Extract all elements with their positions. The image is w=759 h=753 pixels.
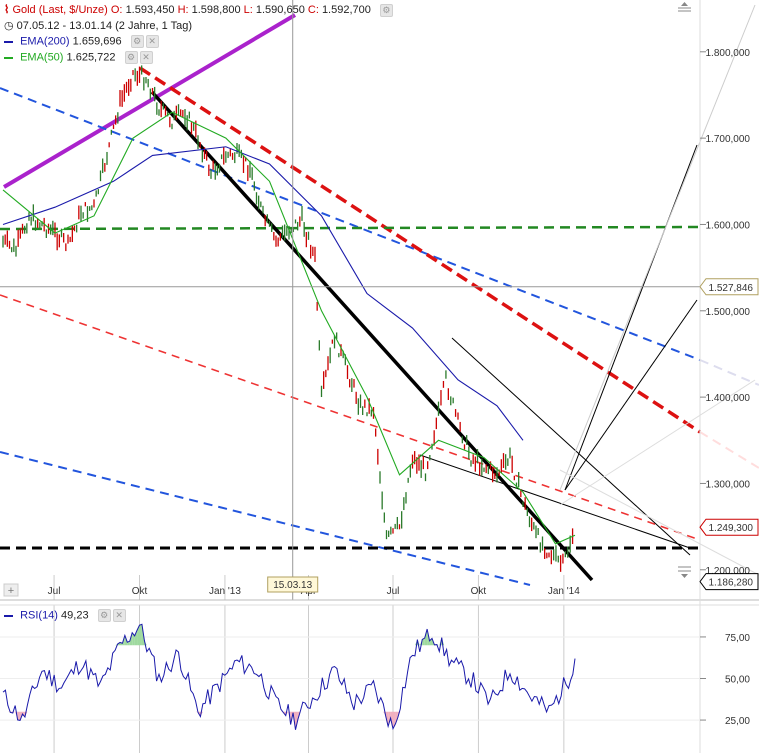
rsi-overbought-fill	[429, 638, 432, 646]
grid	[53, 575, 565, 753]
blue-lower-channel	[0, 451, 531, 586]
scale-widget-bottom[interactable]	[678, 566, 691, 578]
price-tag-box	[699, 573, 759, 591]
legend-period: ◷ 07.05.12 - 13.01.14 (2 Jahre, 1 Tag)	[4, 19, 192, 32]
rsi-oversold-fill	[17, 711, 21, 721]
fan-line-4	[559, 379, 756, 506]
rsi-overbought-fill	[139, 624, 142, 646]
ema50-line	[2, 111, 576, 545]
series-layer	[2, 65, 576, 572]
y-tick-label: 1.300,000	[706, 479, 751, 490]
price-axis: 1.800,000 1.700,000 1.600,000 1.500,000 1.40…	[700, 48, 750, 577]
rsi-overbought-fill	[137, 625, 140, 646]
x-tick-label: Jan '14	[548, 586, 580, 597]
y-tick-label: 1.400,000	[706, 393, 751, 404]
add-panel-icon[interactable]: +	[3, 583, 19, 597]
rsi-y-tick-label: 50,00	[725, 675, 750, 686]
crosshair-date-label: 15.03.13	[273, 580, 312, 591]
price-tag-box	[699, 518, 759, 536]
y-tick-label: 1.800,000	[706, 48, 751, 59]
y-tick-label: 1.600,000	[706, 220, 751, 231]
price-tag-box	[699, 278, 759, 296]
ohlc-high-label: H:	[177, 4, 189, 16]
ohlc-close-label: C:	[307, 4, 319, 16]
blue-upper-channel	[0, 87, 701, 361]
legend-ema50: EMA(50) 1.625,722 ⚙ ✕	[4, 51, 155, 64]
ohlc-high: 1.598,800	[191, 4, 241, 16]
x-tick-label: Okt	[132, 586, 148, 597]
clock-icon: ◷	[4, 20, 14, 32]
settings-icon[interactable]: ⚙	[379, 3, 393, 17]
green-support-line	[0, 225, 701, 231]
ema50-close-icon[interactable]: ✕	[139, 51, 153, 64]
ema200-swatch	[4, 40, 13, 43]
price-tag-label: 1.249,300	[709, 523, 754, 534]
price-tag-label: 1.527,846	[709, 283, 754, 294]
crosshair-date-box	[267, 576, 319, 593]
scale-widget-top[interactable]	[676, 2, 693, 15]
rsi-oversold-fill	[195, 711, 198, 713]
x-tick-label: Jul	[387, 586, 400, 597]
y-tick-label: 1.200,000	[706, 566, 751, 577]
blue-upper-faded	[699, 359, 759, 386]
x-tick-label: Jul	[48, 586, 61, 597]
ema200-settings-icon[interactable]: ⚙	[130, 35, 144, 48]
rsi-y-tick-label: 25,00	[725, 716, 750, 727]
y-tick-label: 1.700,000	[706, 134, 751, 145]
legend-ema200-value: 1.659,696	[72, 35, 122, 48]
price-tags: 1.527,846 1.249,300 1.186,280 15.03.13	[267, 278, 759, 593]
rsi-pane	[0, 623, 700, 731]
legend-rsi-value: 49,23	[61, 609, 89, 622]
x-tick-label: Jan '13	[209, 586, 241, 597]
ema50-settings-icon[interactable]: ⚙	[124, 51, 138, 64]
ohlc-close: 1.592,700	[321, 4, 371, 16]
ohlc-open: 1.593,450	[125, 4, 175, 16]
fan-line-1	[564, 144, 698, 491]
y-tick-label: 1.500,000	[706, 307, 751, 318]
svg-text:+: +	[8, 585, 14, 597]
rsi-close-icon[interactable]: ✕	[112, 609, 126, 622]
legend-ema50-name: EMA(50)	[20, 51, 64, 64]
ema50-swatch	[4, 56, 13, 59]
legend-ema200: EMA(200) 1.659,696 ⚙ ✕	[4, 35, 161, 48]
gold-icon: ⌇	[4, 4, 10, 16]
rsi-line	[2, 623, 576, 731]
rsi-swatch	[4, 614, 13, 617]
rsi-overbought-fill	[422, 638, 425, 646]
rsi-y-tick-label: 75,00	[725, 633, 750, 644]
fan-line-5	[559, 469, 759, 576]
legend-gold-title: Gold (Last, $/Unze)	[12, 4, 108, 16]
thin-wedge-lower	[419, 454, 691, 549]
rsi-axis: 75,00 50,00 25,00	[700, 633, 750, 727]
ema200-close-icon[interactable]: ✕	[145, 35, 159, 48]
red-thick-faded	[699, 431, 759, 469]
purple-trendline	[2, 13, 297, 189]
trendlines	[0, 4, 759, 586]
ohlc-low-label: L:	[243, 4, 253, 16]
price-tag-label: 1.186,280	[709, 578, 754, 589]
rsi-settings-icon[interactable]: ⚙	[97, 609, 111, 622]
ohlc-low: 1.590,650	[255, 4, 305, 16]
rsi-overbought-fill	[134, 630, 138, 646]
legend-rsi: RSI(14) 49,23 ⚙ ✕	[4, 609, 128, 622]
ema200-line	[2, 146, 524, 441]
legend-ema200-name: EMA(200)	[20, 35, 70, 48]
x-tick-label: Okt	[471, 586, 487, 597]
legend-period-text: 07.05.12 - 13.01.14 (2 Jahre, 1 Tag)	[16, 20, 192, 32]
thin-wedge-upper	[451, 337, 691, 556]
legend-rsi-name: RSI(14)	[20, 609, 58, 622]
fan-line-2	[564, 299, 698, 491]
red-thick-downtrend	[139, 66, 701, 434]
black-downtrend	[150, 90, 594, 582]
fan-line-3	[559, 4, 756, 491]
crosshair	[0, 0, 700, 600]
ohlc-open-label: O:	[110, 4, 123, 16]
red-thin-channel	[0, 294, 701, 541]
legend-gold: ⌇ Gold (Last, $/Unze) O: 1.593,450 H: 1.…	[4, 3, 395, 17]
legend-ema50-value: 1.625,722	[66, 51, 116, 64]
